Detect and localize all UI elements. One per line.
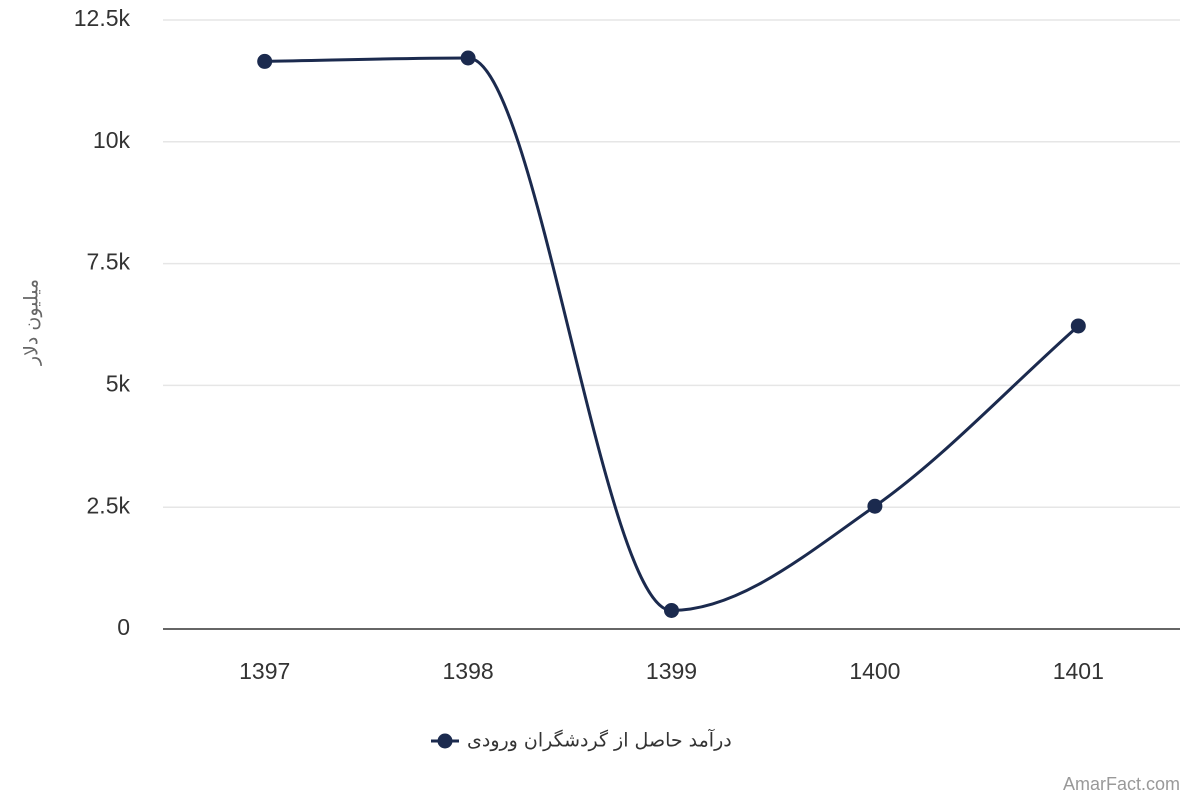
y-tick-label: 2.5k: [87, 492, 131, 518]
x-tick-label: 1401: [1053, 658, 1104, 684]
grid-lines: [163, 19, 1180, 508]
credit-link[interactable]: AmarFact.com: [1063, 774, 1180, 794]
legend-marker-icon: [437, 733, 453, 749]
x-tick-label: 1400: [849, 658, 900, 684]
y-tick-label: 10k: [93, 127, 131, 153]
data-point[interactable]: [867, 498, 883, 514]
data-point[interactable]: [664, 602, 679, 618]
series-layer: [257, 50, 1086, 618]
data-point[interactable]: [257, 53, 273, 69]
legend-label: درآمد حاصل از گردشگران ورودی: [467, 728, 732, 752]
y-tick-label: 12.5k: [74, 5, 131, 31]
x-tick-label: 1399: [646, 658, 697, 684]
y-tick-label: 5k: [106, 370, 131, 396]
x-tick-label: 1398: [443, 658, 494, 684]
x-axis-ticks: 1397 1398 1399 1400 1401: [239, 658, 1104, 684]
series-line: [263, 56, 1080, 612]
y-axis-ticks: 0 2.5k 5k 7.5k 10k 12.5k: [74, 5, 131, 640]
data-point[interactable]: [460, 50, 476, 66]
y-tick-label: 0: [117, 614, 130, 640]
y-tick-label: 7.5k: [87, 249, 131, 275]
data-point[interactable]: [1070, 318, 1086, 334]
legend[interactable]: درآمد حاصل از گردشگران ورودی: [431, 728, 732, 752]
y-axis-label: میلیون دلار: [21, 279, 43, 366]
x-tick-label: 1397: [239, 658, 290, 684]
